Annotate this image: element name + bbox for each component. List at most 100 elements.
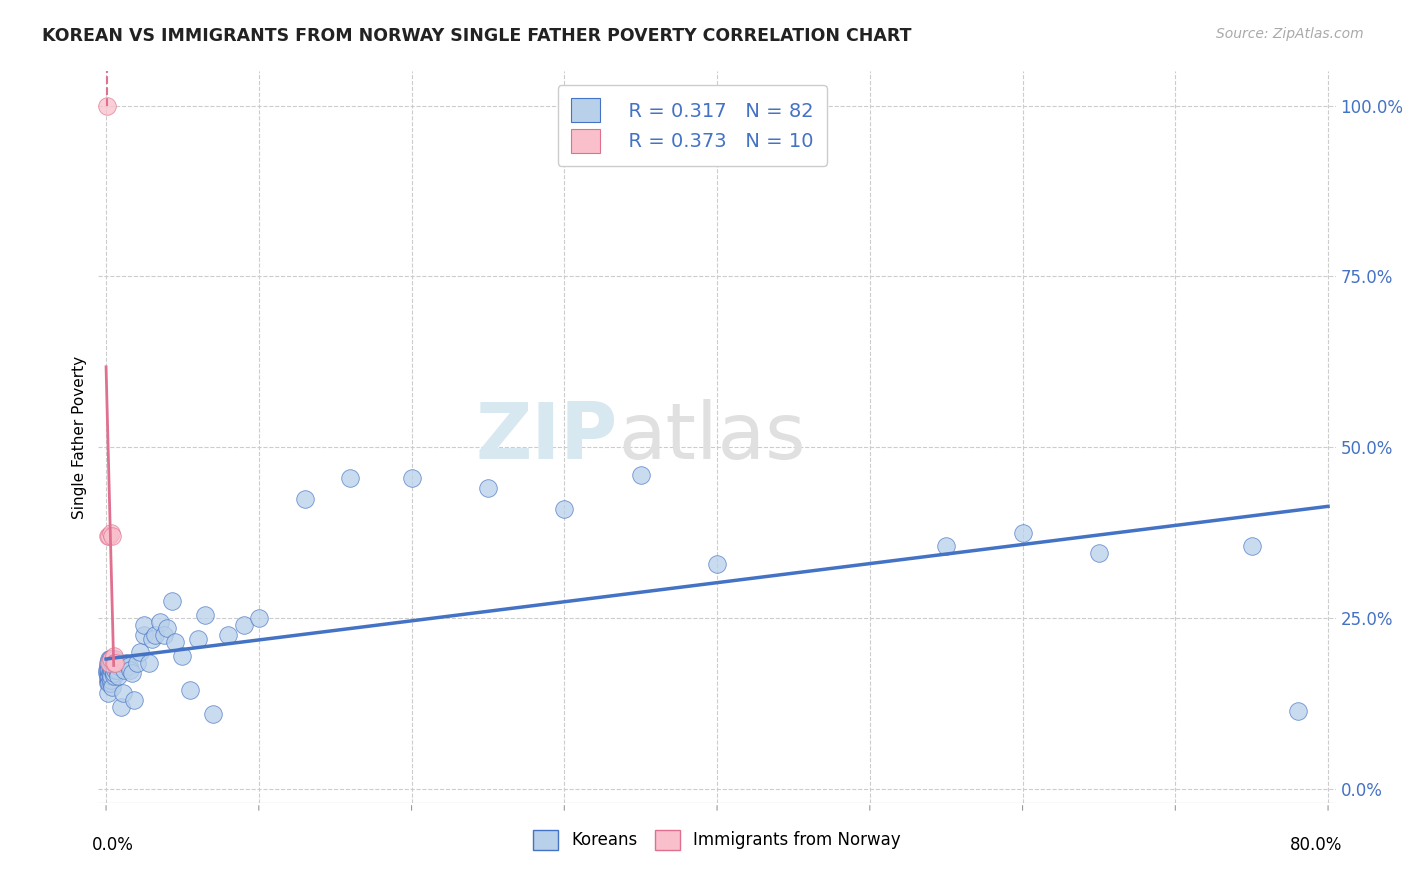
Point <box>217 628 239 642</box>
Point <box>97 659 120 673</box>
Point <box>141 632 163 646</box>
Point <box>122 693 145 707</box>
Point <box>1088 546 1111 560</box>
Point <box>97 652 120 666</box>
Text: ZIP: ZIP <box>475 399 619 475</box>
Point <box>107 659 129 673</box>
Point <box>97 673 120 687</box>
Point <box>232 618 254 632</box>
Point <box>134 618 156 632</box>
Point <box>143 628 166 642</box>
Point <box>97 656 120 670</box>
Point <box>100 676 122 690</box>
Point <box>97 669 120 683</box>
Point <box>105 656 128 670</box>
Point <box>98 676 121 690</box>
Text: Source: ZipAtlas.com: Source: ZipAtlas.com <box>1216 27 1364 41</box>
Point <box>105 663 128 677</box>
Point <box>103 659 125 673</box>
Point <box>187 632 209 646</box>
Point <box>101 656 124 670</box>
Point <box>935 540 957 554</box>
Point <box>103 665 125 680</box>
Point <box>247 611 270 625</box>
Point <box>103 648 125 663</box>
Text: 0.0%: 0.0% <box>93 837 134 855</box>
Point <box>163 635 186 649</box>
Point <box>148 615 170 629</box>
Point <box>138 656 160 670</box>
Point <box>179 683 201 698</box>
Point <box>1011 525 1033 540</box>
Point <box>156 622 179 636</box>
Point <box>103 665 125 680</box>
Point <box>101 680 124 694</box>
Point <box>100 652 122 666</box>
Point <box>97 529 120 543</box>
Point <box>98 652 121 666</box>
Text: KOREAN VS IMMIGRANTS FROM NORWAY SINGLE FATHER POVERTY CORRELATION CHART: KOREAN VS IMMIGRANTS FROM NORWAY SINGLE … <box>42 27 911 45</box>
Point <box>121 665 143 680</box>
Point <box>1286 704 1309 718</box>
Point <box>100 665 122 680</box>
Point <box>96 98 118 112</box>
Point <box>101 652 124 666</box>
Point <box>194 607 217 622</box>
Point <box>401 471 423 485</box>
Point <box>101 663 124 677</box>
Text: 80.0%: 80.0% <box>1289 837 1341 855</box>
Point <box>104 656 127 670</box>
Legend: Koreans, Immigrants from Norway: Koreans, Immigrants from Norway <box>527 823 907 856</box>
Point <box>115 656 138 670</box>
Point <box>160 594 183 608</box>
Point <box>97 673 120 687</box>
Point <box>630 467 652 482</box>
Point <box>153 628 176 642</box>
Text: atlas: atlas <box>619 399 806 475</box>
Point <box>1240 540 1263 554</box>
Point <box>120 663 142 677</box>
Point <box>96 663 118 677</box>
Point <box>98 663 121 677</box>
Point <box>111 686 134 700</box>
Point <box>103 669 125 683</box>
Point <box>108 656 131 670</box>
Point <box>706 557 728 571</box>
Point <box>98 665 121 680</box>
Point <box>172 648 194 663</box>
Point <box>100 669 122 683</box>
Point <box>98 656 121 670</box>
Point <box>100 659 122 673</box>
Point <box>477 481 499 495</box>
Point <box>339 471 361 485</box>
Point <box>110 700 132 714</box>
Point <box>118 659 141 673</box>
Point <box>96 665 118 680</box>
Point <box>100 525 122 540</box>
Point <box>100 663 122 677</box>
Point <box>100 673 122 687</box>
Point <box>98 656 121 670</box>
Point <box>97 665 120 680</box>
Point <box>97 676 120 690</box>
Point <box>101 529 124 543</box>
Point <box>128 645 150 659</box>
Point <box>104 663 127 677</box>
Point <box>100 656 122 670</box>
Point <box>100 652 122 666</box>
Point <box>553 501 575 516</box>
Point <box>97 663 120 677</box>
Point <box>98 669 121 683</box>
Point <box>97 686 120 700</box>
Point <box>134 628 156 642</box>
Point <box>125 656 148 670</box>
Point <box>112 663 135 677</box>
Point <box>103 656 125 670</box>
Point <box>107 669 129 683</box>
Y-axis label: Single Father Poverty: Single Father Poverty <box>72 356 87 518</box>
Point <box>104 652 127 666</box>
Point <box>98 529 121 543</box>
Point <box>294 491 316 506</box>
Point <box>98 659 121 673</box>
Point <box>201 706 224 721</box>
